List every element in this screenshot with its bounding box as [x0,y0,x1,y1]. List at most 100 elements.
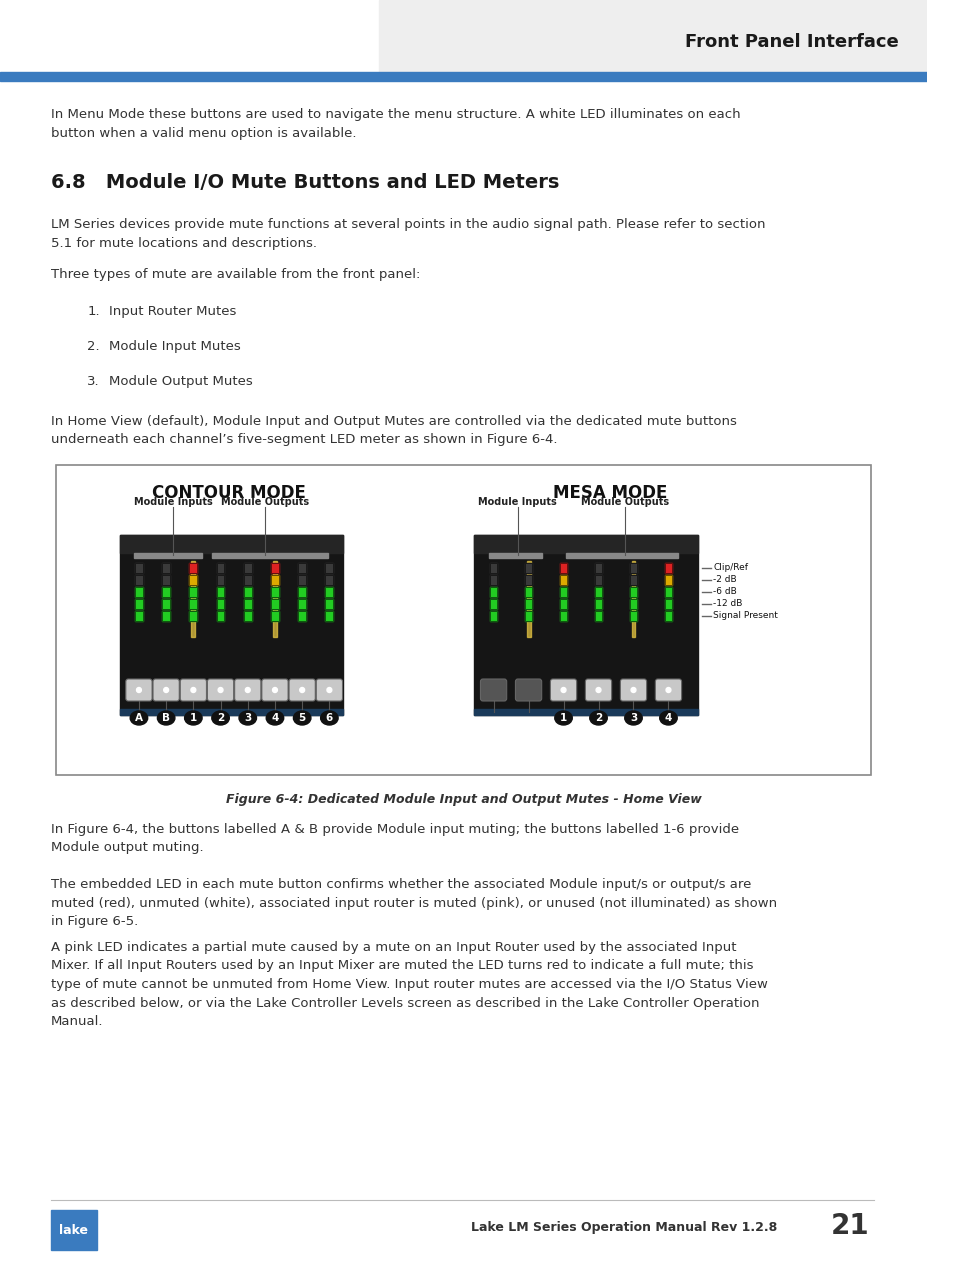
Text: A pink LED indicates a partial mute caused by a mute on an Input Router used by : A pink LED indicates a partial mute caus… [51,941,766,1028]
Bar [216,563,224,573]
Bar [559,563,567,573]
Ellipse shape [555,711,572,725]
Bar [325,574,333,585]
Bar [135,587,143,597]
Bar [244,598,252,609]
Bar [559,563,567,573]
Bar [298,563,306,573]
Circle shape [218,687,223,692]
Text: Module Inputs: Module Inputs [478,497,557,507]
Bar [271,587,278,597]
FancyBboxPatch shape [585,678,611,701]
FancyBboxPatch shape [126,678,152,701]
Bar [489,587,497,597]
Bar [664,598,672,609]
Bar [244,598,252,609]
Bar [190,598,197,609]
Bar [298,574,306,585]
Bar [190,587,197,597]
Bar [162,587,170,597]
Text: Module Output Mutes: Module Output Mutes [109,375,253,388]
Bar [212,553,328,558]
Bar [526,560,530,637]
Bar [216,598,224,609]
Text: CONTOUR MODE: CONTOUR MODE [152,484,306,502]
Bar [135,563,143,573]
Circle shape [273,687,277,692]
Bar [594,574,601,585]
Bar [244,611,252,621]
Text: Three types of mute are available from the front panel:: Three types of mute are available from t… [51,268,419,281]
Bar [162,587,170,597]
FancyBboxPatch shape [480,678,506,701]
Text: -2 dB: -2 dB [713,576,736,585]
Bar [271,574,278,585]
Ellipse shape [294,711,311,725]
Bar [664,598,672,609]
Text: 3: 3 [244,713,252,723]
Text: Clip/Ref: Clip/Ref [713,563,747,572]
Bar [135,574,143,585]
Text: Lake LM Series Operation Manual Rev 1.2.8: Lake LM Series Operation Manual Rev 1.2.… [471,1221,777,1235]
Bar [594,598,601,609]
Bar [51,1210,97,1250]
Bar [325,574,333,585]
Text: 1: 1 [190,713,196,723]
FancyBboxPatch shape [261,678,288,701]
Text: 1: 1 [559,713,567,723]
Text: Figure 6-4: Dedicated Module Input and Output Mutes - Home View: Figure 6-4: Dedicated Module Input and O… [225,792,700,806]
Bar [298,611,306,621]
Bar [664,587,672,597]
Bar [594,611,601,621]
Ellipse shape [185,711,202,725]
Bar [488,553,541,558]
Circle shape [630,687,636,692]
Bar [135,587,143,597]
Text: 4: 4 [271,713,278,723]
Circle shape [245,687,250,692]
Ellipse shape [157,711,174,725]
Bar [190,611,197,621]
Bar [271,598,278,609]
FancyBboxPatch shape [207,678,233,701]
Bar [325,563,333,573]
Bar [162,574,170,585]
Bar [664,611,672,621]
Bar [162,563,170,573]
Bar [524,563,532,573]
Text: 2: 2 [216,713,224,723]
Bar [244,587,252,597]
Bar [474,709,697,715]
Text: 6: 6 [325,713,333,723]
Bar [271,563,278,573]
FancyBboxPatch shape [619,678,646,701]
Text: -12 dB: -12 dB [713,600,741,609]
Ellipse shape [239,711,256,725]
FancyBboxPatch shape [289,678,314,701]
Bar [135,574,143,585]
Bar [216,587,224,597]
Text: In Menu Mode these buttons are used to navigate the menu structure. A white LED : In Menu Mode these buttons are used to n… [51,108,740,139]
Bar [664,587,672,597]
Text: Module Outputs: Module Outputs [580,497,668,507]
Bar [325,598,333,609]
Text: LM Series devices provide mute functions at several points in the audio signal p: LM Series devices provide mute functions… [51,218,764,250]
Bar [135,611,143,621]
Circle shape [299,687,304,692]
Bar [190,563,197,573]
FancyBboxPatch shape [316,678,342,701]
Bar [629,574,637,585]
Bar [474,535,697,715]
Bar [216,563,224,573]
Text: Signal Present: Signal Present [713,611,778,620]
Bar [271,598,278,609]
Bar [559,574,567,585]
Bar [631,560,635,637]
Bar [559,611,567,621]
Bar [135,598,143,609]
Bar [244,611,252,621]
Bar [162,598,170,609]
Bar [298,587,306,597]
Text: Module Inputs: Module Inputs [133,497,213,507]
Bar [489,611,497,621]
